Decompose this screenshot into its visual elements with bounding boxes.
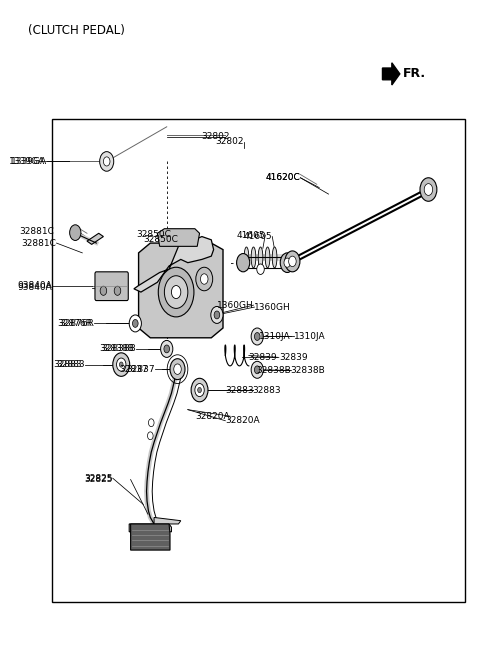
- Text: 1339GA: 1339GA: [11, 157, 47, 166]
- Polygon shape: [139, 243, 223, 338]
- Text: 1310JA: 1310JA: [259, 332, 291, 341]
- Text: 32820A: 32820A: [225, 417, 260, 425]
- Text: 32802: 32802: [216, 137, 244, 146]
- Text: 32883: 32883: [252, 386, 281, 394]
- Circle shape: [201, 274, 208, 284]
- Circle shape: [211, 306, 223, 323]
- Text: 41620C: 41620C: [265, 173, 300, 182]
- Circle shape: [195, 384, 204, 397]
- Text: 1360GH: 1360GH: [217, 300, 253, 310]
- Polygon shape: [129, 524, 171, 532]
- Circle shape: [254, 366, 260, 374]
- Ellipse shape: [272, 247, 277, 268]
- Circle shape: [100, 152, 114, 171]
- Text: 32881C: 32881C: [22, 239, 57, 247]
- Text: 32838B: 32838B: [256, 366, 291, 375]
- Text: 32825: 32825: [84, 475, 113, 484]
- Circle shape: [113, 353, 130, 377]
- Ellipse shape: [265, 247, 270, 268]
- Circle shape: [214, 311, 220, 319]
- Text: 32820A: 32820A: [195, 412, 230, 420]
- Circle shape: [161, 340, 173, 358]
- Text: 32876R: 32876R: [57, 319, 92, 328]
- Circle shape: [132, 319, 138, 327]
- Text: 32802: 32802: [202, 132, 230, 141]
- Text: 32850C: 32850C: [136, 230, 171, 239]
- Circle shape: [251, 361, 264, 379]
- Circle shape: [174, 364, 181, 375]
- Circle shape: [117, 358, 126, 371]
- Circle shape: [285, 251, 300, 272]
- Text: 32881C: 32881C: [19, 227, 54, 236]
- Circle shape: [103, 157, 110, 166]
- Circle shape: [170, 359, 185, 380]
- Circle shape: [424, 184, 432, 195]
- Polygon shape: [383, 63, 400, 85]
- Circle shape: [158, 267, 194, 317]
- Circle shape: [196, 267, 213, 291]
- Circle shape: [280, 253, 294, 272]
- Polygon shape: [131, 524, 170, 550]
- Circle shape: [237, 253, 250, 272]
- Text: 32876R: 32876R: [59, 319, 94, 328]
- Circle shape: [148, 419, 154, 426]
- Circle shape: [191, 379, 208, 402]
- Text: 93840A: 93840A: [17, 281, 52, 290]
- Text: 41605: 41605: [237, 231, 265, 239]
- Circle shape: [251, 328, 264, 345]
- Text: 32839: 32839: [248, 353, 277, 362]
- Text: 32883: 32883: [54, 360, 82, 369]
- Polygon shape: [157, 229, 200, 247]
- Text: 32838B: 32838B: [101, 344, 136, 354]
- Text: 32825: 32825: [84, 474, 113, 483]
- FancyBboxPatch shape: [95, 272, 128, 300]
- Text: 32883: 32883: [225, 386, 253, 394]
- Bar: [52, 119, 465, 602]
- Ellipse shape: [251, 247, 256, 268]
- Circle shape: [114, 286, 121, 295]
- Circle shape: [171, 285, 181, 298]
- Ellipse shape: [258, 247, 263, 268]
- Polygon shape: [154, 518, 181, 524]
- Text: 32837: 32837: [120, 365, 148, 374]
- Polygon shape: [134, 237, 214, 292]
- Circle shape: [164, 276, 188, 308]
- Text: 1339GA: 1339GA: [9, 157, 45, 166]
- Circle shape: [257, 264, 264, 274]
- Text: 41620C: 41620C: [265, 173, 300, 182]
- Text: 32839: 32839: [279, 353, 308, 362]
- Circle shape: [284, 258, 290, 267]
- Text: 32838B: 32838B: [99, 344, 134, 354]
- Circle shape: [70, 225, 81, 241]
- Circle shape: [198, 388, 202, 393]
- Circle shape: [288, 256, 296, 266]
- Text: 93840A: 93840A: [17, 283, 52, 292]
- Circle shape: [147, 432, 153, 440]
- Text: 32838B: 32838B: [290, 366, 325, 375]
- Text: 32883: 32883: [56, 360, 84, 369]
- Polygon shape: [87, 234, 103, 245]
- Text: 1310JA: 1310JA: [294, 332, 325, 341]
- Text: FR.: FR.: [403, 68, 426, 81]
- Circle shape: [120, 362, 123, 367]
- Text: 1360GH: 1360GH: [254, 302, 291, 312]
- Text: 41605: 41605: [244, 232, 272, 241]
- Text: 32837: 32837: [126, 365, 155, 374]
- Text: 32850C: 32850C: [144, 236, 179, 244]
- Circle shape: [254, 333, 260, 340]
- Circle shape: [129, 315, 142, 332]
- Ellipse shape: [244, 247, 249, 268]
- Circle shape: [420, 178, 437, 201]
- Circle shape: [100, 286, 107, 295]
- Circle shape: [164, 345, 169, 353]
- Text: (CLUTCH PEDAL): (CLUTCH PEDAL): [28, 24, 125, 37]
